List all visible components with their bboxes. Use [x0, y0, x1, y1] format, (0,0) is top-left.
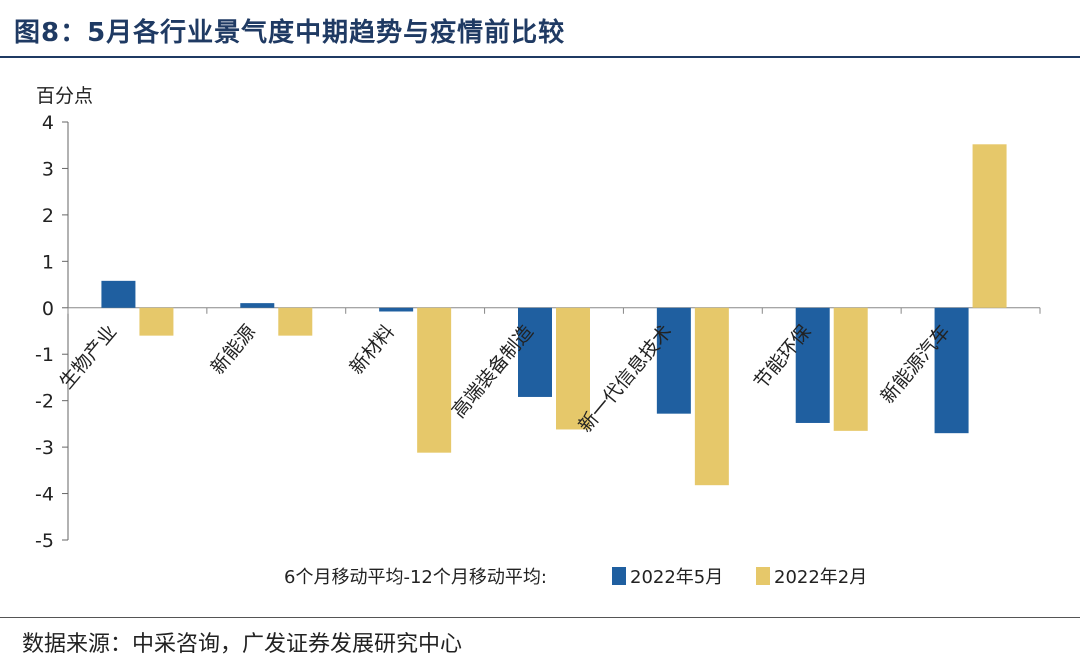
- y-axis-unit-label: 百分点: [36, 85, 93, 107]
- category-label: 生物产业: [56, 321, 122, 393]
- y-tick-label: 3: [42, 158, 54, 180]
- y-tick-label: -5: [35, 530, 54, 552]
- bar-feb-2022: [556, 307, 590, 430]
- y-tick-label: -3: [35, 437, 54, 459]
- bar-may-2022: [240, 303, 275, 308]
- y-tick-label: -4: [35, 484, 54, 506]
- legend-swatch: [612, 567, 626, 585]
- bar-may-2022: [379, 307, 414, 312]
- legend-swatch: [756, 567, 770, 585]
- title-rule: [0, 56, 1080, 58]
- y-tick-label: 1: [42, 251, 54, 273]
- y-tick-label: 0: [42, 298, 54, 320]
- bar-feb-2022: [972, 144, 1007, 308]
- legend-label: 2022年5月: [630, 567, 723, 588]
- bar-may-2022: [518, 307, 552, 397]
- source-note: 数据来源：中采咨询，广发证券发展研究中心: [22, 632, 463, 657]
- figure-title: 图8：5月各行业景气度中期趋势与疫情前比较: [14, 18, 566, 48]
- bar-feb-2022: [833, 307, 868, 431]
- bar-may-2022: [101, 280, 136, 308]
- category-label: 新能源: [207, 321, 261, 379]
- y-tick-label: -2: [35, 391, 54, 413]
- y-tick-label: -1: [35, 344, 54, 366]
- source-rule: [0, 617, 1080, 618]
- bar-may-2022: [934, 307, 969, 434]
- bar-feb-2022: [278, 307, 313, 336]
- bar-feb-2022: [417, 307, 452, 453]
- legend-prefix: 6个月移动平均-12个月移动平均:: [284, 567, 547, 588]
- y-tick-label: 2: [42, 205, 54, 227]
- legend-label: 2022年2月: [774, 567, 867, 588]
- bar-may-2022: [795, 307, 830, 423]
- bar-feb-2022: [139, 307, 174, 336]
- bar-feb-2022: [694, 307, 729, 486]
- y-tick-label: 4: [42, 112, 54, 134]
- bar-may-2022: [656, 307, 691, 414]
- category-label: 新材料: [345, 321, 399, 379]
